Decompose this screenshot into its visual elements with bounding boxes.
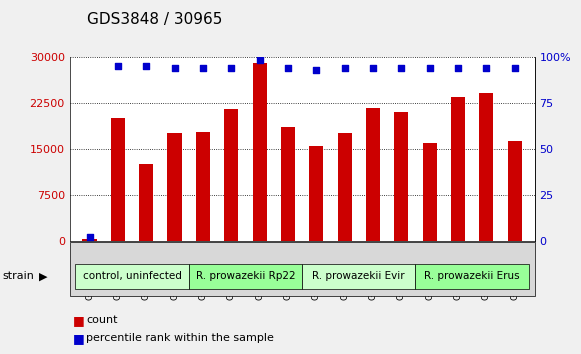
Point xyxy=(170,65,179,70)
Point xyxy=(340,65,349,70)
Text: count: count xyxy=(86,315,117,325)
Bar xyxy=(309,145,324,241)
Point xyxy=(284,65,293,70)
Point xyxy=(198,65,207,70)
Point xyxy=(510,65,519,70)
Text: R. prowazekii Evir: R. prowazekii Evir xyxy=(313,272,405,281)
Point xyxy=(142,63,151,69)
Text: R. prowazekii Erus: R. prowazekii Erus xyxy=(424,272,520,281)
Bar xyxy=(338,133,352,241)
Point xyxy=(425,65,435,70)
Text: GDS3848 / 30965: GDS3848 / 30965 xyxy=(87,12,223,27)
Bar xyxy=(366,108,380,241)
Point xyxy=(368,65,378,70)
Text: percentile rank within the sample: percentile rank within the sample xyxy=(86,333,274,343)
Bar xyxy=(479,93,493,241)
Point xyxy=(255,57,264,63)
Point xyxy=(453,65,462,70)
Bar xyxy=(451,97,465,241)
Bar xyxy=(111,118,125,241)
Bar xyxy=(224,109,238,241)
Point xyxy=(113,63,123,69)
Text: strain: strain xyxy=(3,272,35,281)
Bar xyxy=(394,112,408,241)
Point xyxy=(397,65,406,70)
Bar xyxy=(196,132,210,241)
Text: R. prowazekii Rp22: R. prowazekii Rp22 xyxy=(196,272,295,281)
Bar xyxy=(281,127,295,241)
Text: ■: ■ xyxy=(73,314,84,327)
Point xyxy=(482,65,491,70)
Bar xyxy=(139,164,153,241)
Point xyxy=(311,67,321,72)
Bar xyxy=(508,141,522,241)
Text: ■: ■ xyxy=(73,332,84,344)
Text: ▶: ▶ xyxy=(40,272,48,281)
Bar xyxy=(83,240,96,241)
Point xyxy=(227,65,236,70)
Bar xyxy=(422,143,437,241)
Point xyxy=(85,234,94,240)
Bar xyxy=(253,63,267,241)
Text: control, uninfected: control, uninfected xyxy=(83,272,181,281)
Bar xyxy=(167,133,182,241)
